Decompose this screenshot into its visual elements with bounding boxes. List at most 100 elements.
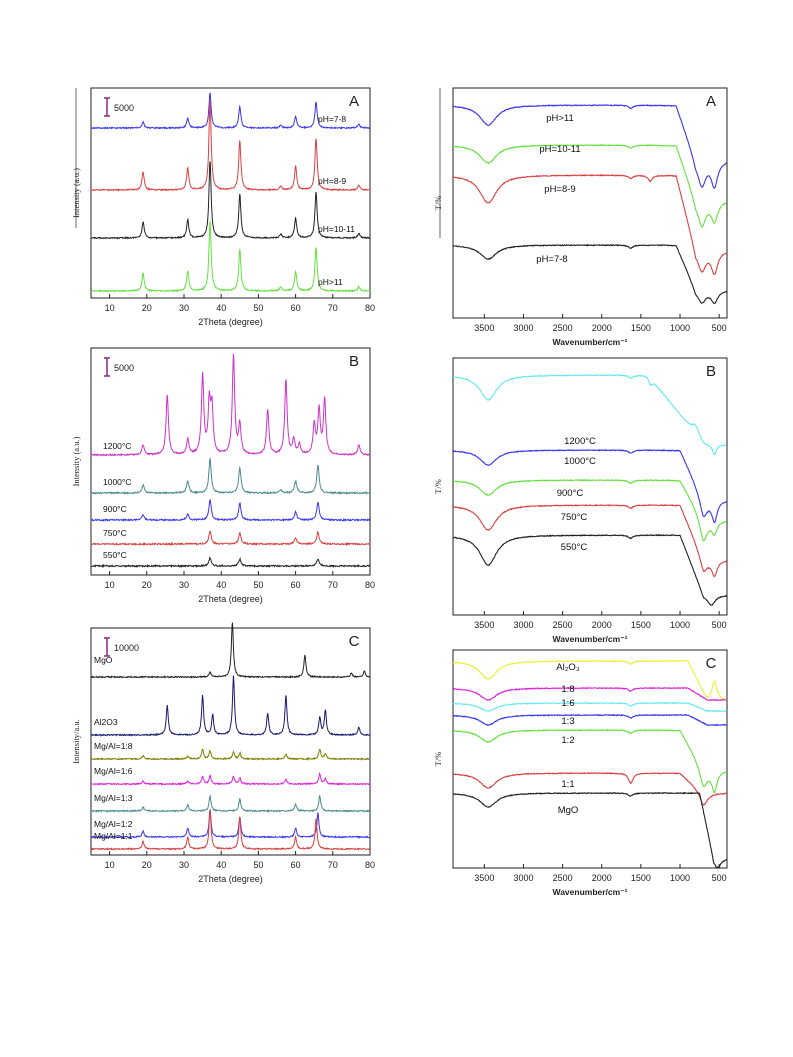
x-tick-label: 500 [712,620,727,630]
series-line-mg-al-1-3 [90,793,371,813]
x-tick-label: 1000 [670,323,690,333]
x-axis-label: 2Theta (degree) [198,594,263,604]
x-tick-label: 3000 [513,323,533,333]
series-line-550-c [453,533,728,607]
series-line-mg-al-1-1 [90,809,371,851]
x-tick-label: 10 [105,860,115,870]
x-tick-label: 500 [712,323,727,333]
panel-a-ftir: 3500 3000 2500 2000 1500 1000 500 Wavenumber/cm… [433,87,728,347]
plot-frame [90,627,371,856]
series-line-ph-7-8 [452,243,728,304]
series-label-mg-al-1-2: Mg/Al=1:2 [94,819,133,829]
x-tick-label: 1000 [670,620,690,630]
series-line-ph-11 [90,221,371,293]
series-label-750-c: 750°C [561,512,588,523]
x-tick-label: 2500 [553,323,573,333]
series-label-ph-7-8: pH=7-8 [536,254,567,265]
y-axis-label: Intensity/a.u. [71,719,81,763]
series-line-750-c [452,503,728,578]
panel-b-ftir: 3500 3000 2500 2000 1500 1000 500 Wavenumber/cm… [433,357,728,644]
series-line-ph-8-9 [452,173,728,276]
series-label-ph-8-9: pH=8-9 [544,184,575,195]
x-tick-label: 20 [142,860,152,870]
series-label-1200-c: 1200°C [103,441,131,451]
x-tick-label: 1500 [631,873,651,883]
x-tick-label: 1500 [631,620,651,630]
x-tick-label: 2500 [553,873,573,883]
x-tick-label: 60 [291,580,301,590]
x-tick-label: 2000 [592,620,612,630]
panel-letter: A [349,93,359,110]
series-line-mg-al-1-6 [90,771,371,786]
series-line-1-3 [452,713,727,727]
x-tick-label: 1500 [631,323,651,333]
scale-bar-label: 10000 [114,643,139,653]
x-axis-label: 2Theta (degree) [198,317,263,327]
panel-c-xrd: 10 20 30 40 50 60 70 80 2Theta (degree) Intensity… [71,622,375,884]
panel-letter: C [706,655,717,672]
series-label-550-c: 550°C [561,542,588,553]
x-tick-label: 3000 [513,873,533,883]
series-line-ph-7-8 [90,91,371,130]
series-line-900-c [452,478,727,542]
series-line-mgo [452,791,728,868]
series-label-mg-al-1-6: Mg/Al=1:6 [94,766,133,776]
x-tick-label: 10 [105,580,115,590]
series-line-750-c [90,529,371,547]
series-label-al-o: Al₂O₃ [556,662,580,673]
x-tick-label: 80 [365,580,375,590]
series-label-ph-10-11: pH=10-11 [539,144,580,155]
series-label-mg-al-1-3: Mg/Al=1:3 [94,793,133,803]
series-label-1000-c: 1000°C [564,456,596,467]
x-tick-label: 30 [179,303,189,313]
series-label-mgo: MgO [94,655,113,665]
series-label-900-c: 900°C [103,504,127,514]
plot-frame [90,347,371,576]
series-label-1-2: 1:2 [561,735,574,746]
series-label-1-3: 1:3 [561,716,574,727]
series-label-ph-11: pH>11 [318,277,343,287]
x-tick-label: 20 [142,580,152,590]
series-line-1-2 [452,728,728,794]
series-label-mgo: MgO [558,805,579,816]
plot-frame [452,649,728,869]
x-tick-label: 10 [105,303,115,313]
x-tick-label: 3500 [474,873,494,883]
series-line-1-8 [452,686,727,702]
x-axis-label: Wavenumber/cm⁻¹ [552,887,627,897]
panel-b-xrd: 10 20 30 40 50 60 70 80 2Theta (degree) Intensity… [71,347,375,604]
x-tick-label: 50 [253,860,263,870]
panel-letter: C [349,633,360,650]
series-line-900-c [90,498,371,522]
x-tick-label: 3500 [474,620,494,630]
series-line-ph-10-11 [452,144,727,228]
x-tick-label: 2000 [592,323,612,333]
series-line-1200-c [452,373,727,456]
series-label-750-c: 750°C [103,528,127,538]
series-label-mg-al-1-8: Mg/Al=1:8 [94,741,133,751]
x-axis-label: Wavenumber/cm⁻¹ [552,337,627,347]
plot-frame [90,87,371,299]
x-tick-label: 2500 [553,620,573,630]
series-label-mg-al-1-1: Mg/Al=1:1 [94,831,133,841]
scale-bar-label: 5000 [114,103,134,113]
series-line-ph-10-11 [90,161,371,240]
series-label-1-6: 1:6 [561,698,574,709]
plot-frame [452,87,728,319]
x-tick-label: 70 [328,303,338,313]
series-label-1-8: 1:8 [561,684,574,695]
x-axis-label: Wavenumber/cm⁻¹ [552,634,627,644]
x-tick-label: 70 [328,860,338,870]
x-tick-label: 40 [216,860,226,870]
panel-letter: B [349,353,359,370]
x-tick-label: 80 [365,860,375,870]
series-line-mg-al-1-8 [90,748,371,761]
x-tick-label: 60 [291,303,301,313]
y-axis-label: T/% [433,479,443,494]
series-line-ph-11 [452,104,728,190]
y-axis-label: T/% [433,752,443,767]
series-label-1200-c: 1200°C [564,436,596,447]
series-line-1000-c [452,449,728,524]
x-tick-label: 3500 [474,323,494,333]
